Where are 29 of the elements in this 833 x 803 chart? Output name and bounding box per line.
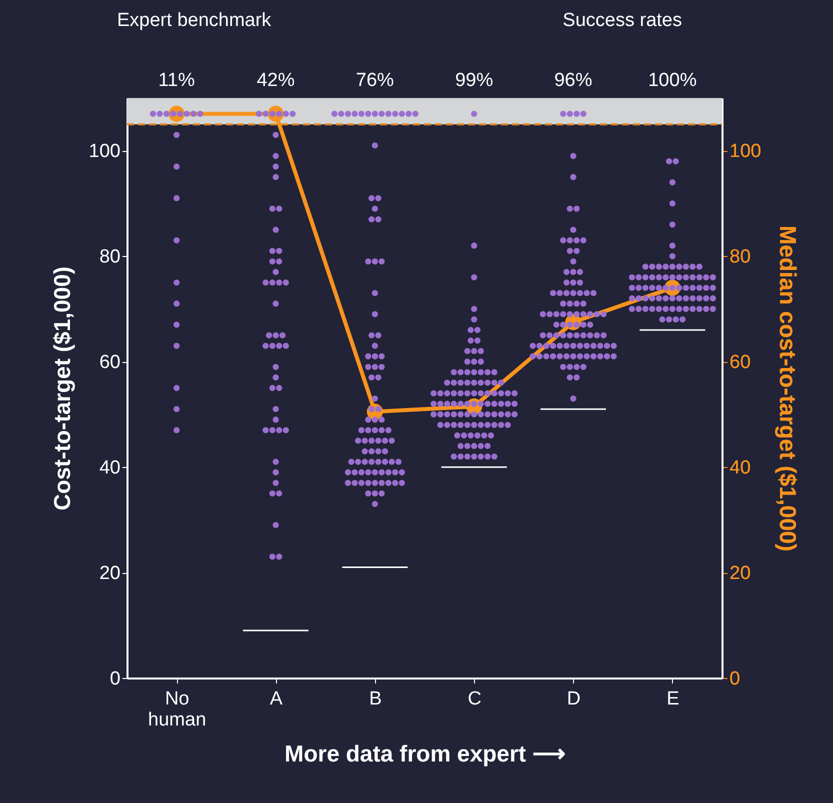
y2-tick-label: 20 bbox=[730, 563, 751, 584]
y2-tick-label: 80 bbox=[730, 246, 751, 268]
y-tick-label: 60 bbox=[99, 352, 120, 374]
text: 100% bbox=[648, 70, 697, 91]
x-tick-label: No human bbox=[148, 688, 206, 730]
x-tick-label: C bbox=[468, 688, 482, 710]
y2-tick-label: 0 bbox=[730, 668, 740, 690]
text: 42% bbox=[256, 70, 295, 91]
text: Success rates bbox=[562, 10, 682, 31]
text: Expert benchmark bbox=[117, 10, 272, 31]
y-tick-label: 40 bbox=[99, 458, 120, 479]
y2-tick-label: 60 bbox=[730, 352, 751, 374]
y2-axis-title: Median cost-to-target ($1,000) bbox=[775, 226, 802, 552]
y2-tick-label: 40 bbox=[730, 458, 751, 479]
x-tick-label: A bbox=[270, 688, 283, 710]
x-tick-label: B bbox=[369, 688, 382, 710]
x-tick-label: E bbox=[666, 688, 680, 710]
x-axis-title: More data from expert ⟶ bbox=[284, 740, 566, 766]
y-tick-label: 0 bbox=[110, 668, 120, 690]
y-axis-title: Cost-to-target ($1,000) bbox=[48, 266, 75, 511]
y-tick-label: 80 bbox=[99, 246, 120, 268]
text: 76% bbox=[356, 70, 394, 91]
text: 11% bbox=[158, 70, 195, 91]
y-tick-label: 100 bbox=[88, 141, 120, 162]
text: 99% bbox=[455, 70, 494, 91]
y-tick-label: 20 bbox=[99, 563, 120, 584]
text: 96% bbox=[554, 70, 592, 91]
x-tick-label: D bbox=[566, 688, 581, 710]
y2-tick-label: 100 bbox=[730, 141, 762, 162]
